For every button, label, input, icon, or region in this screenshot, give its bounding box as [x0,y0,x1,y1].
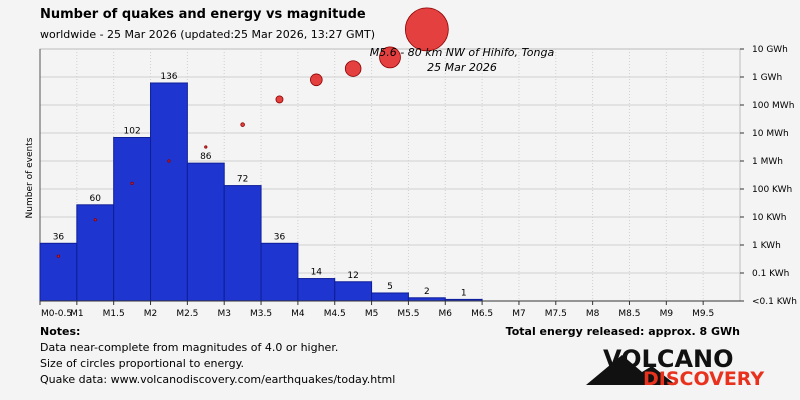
chart-subtitle: worldwide - 25 Mar 2026 (updated:25 Mar … [40,28,375,41]
energy-tick-label: 10 KWh [752,213,787,223]
energy-tick-label: <0.1 KWh [752,297,797,307]
energy-tick-label: 1 KWh [752,241,781,251]
x-tick-label: M7 [512,309,526,319]
bar-value-label: 136 [160,72,177,82]
bar-value-label: 1 [461,288,467,298]
energy-circle [240,122,245,127]
note-line-3: Quake data: www.volcanodiscovery.com/ear… [40,373,395,386]
histogram-bar [113,137,152,302]
logo-text-volcano: VOLCANO [603,345,734,373]
energy-axis: 10 GWh 1 GWh 100 MWh 10 MWh 1 MWh 100 KWh 10 K… [740,45,797,307]
x-tick-label: M6.5 [471,309,493,319]
x-tick-label: M1 [70,309,84,319]
x-tick-label: M2 [144,309,158,319]
x-tick-label: M4 [291,309,305,319]
energy-tick-label: 1 MWh [752,157,783,167]
bar-value-label: 14 [311,268,323,278]
logo-text-discovery: DISCOVERY [643,368,764,390]
bar-series [39,82,483,302]
histogram-bar [39,242,78,302]
x-axis: M0-0.5M1 M1.5 M2 M2.5 M3 M3.5 M4 M4.5 M5 M5.5 M6 M6… [39,300,740,319]
y-axis-label: Number of events [25,137,35,218]
x-tick-label: M8.5 [618,309,640,319]
energy-tick-label: 100 MWh [752,101,794,111]
bar-value-label: 2 [424,287,430,297]
histogram-bar [297,278,336,302]
bar-value-label: 36 [53,232,65,242]
x-tick-label: M3.5 [250,309,272,319]
x-tick-label: M3 [217,309,231,319]
annotation-line1: M5.6 - 80 km NW of Hihifo, Tonga [370,46,555,59]
histogram-bar [334,281,373,302]
histogram-bar [260,242,299,302]
energy-circle [344,60,362,77]
energy-circle [204,145,208,149]
x-tick-label: M5 [365,309,379,319]
energy-circle [404,7,449,52]
energy-tick-label: 0.1 KWh [752,269,789,279]
energy-circle [310,73,323,87]
x-tick-label: M2.5 [176,309,198,319]
note-line-2: Size of circles proportional to energy. [40,357,244,370]
energy-circle [379,46,401,69]
histogram-bar [150,82,188,302]
bar-value-label: 86 [200,152,212,162]
energy-tick-label: 10 GWh [752,45,788,55]
x-tick-label: M8 [586,309,600,319]
note-line-1: Data near-complete from magnitudes of 4.… [40,341,338,354]
x-tick-label: M4.5 [324,309,346,319]
energy-circle [56,254,61,258]
x-tick-label: M0-0.5 [41,309,72,319]
annotation-line2: 25 Mar 2026 [427,61,497,74]
bar-value-label: 72 [237,175,248,185]
x-tick-label: M1.5 [103,309,125,319]
energy-tick-label: 100 KWh [752,185,792,195]
bar-value-label: 36 [274,232,286,242]
bar-labels: 36 60 102 136 86 72 36 14 12 5 2 1 [53,72,467,298]
x-tick-label: M6 [439,309,453,319]
x-tick-label: M7.5 [545,309,567,319]
x-tick-label: M9 [660,309,674,319]
energy-circle [167,159,171,163]
energy-circle [275,95,284,104]
bar-value-label: 5 [387,282,393,292]
mountain-logo-icon [586,355,676,385]
bar-value-label: 102 [124,127,141,137]
chart-title: Number of quakes and energy vs magnitude [40,7,366,22]
total-energy: Total energy released: approx. 8 GWh [506,325,740,338]
energy-tick-label: 10 MWh [752,129,789,139]
bar-value-label: 12 [347,271,358,281]
energy-circles [56,7,449,258]
bar-value-label: 60 [90,194,102,204]
histogram-bar [223,185,262,302]
energy-circle [93,218,97,222]
notes-heading: Notes: [40,325,80,338]
energy-tick-label: 1 GWh [752,73,782,83]
histogram-bar [371,292,409,302]
volcano-discovery-logo: VOLCANO DISCOVERY [586,345,764,390]
histogram-bar [186,162,225,302]
energy-circle [130,181,134,185]
x-tick-label: M5.5 [397,309,419,319]
x-tick-label: M9.5 [692,309,714,319]
